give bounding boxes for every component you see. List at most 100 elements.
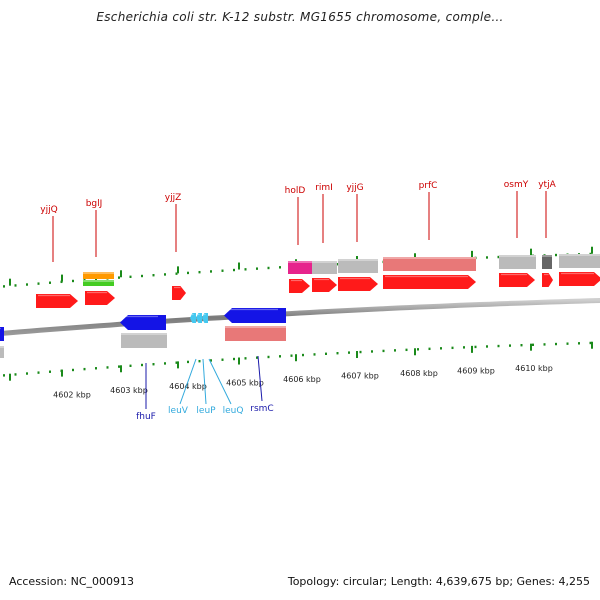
upper-tick-major <box>9 278 11 286</box>
feature-box-gray[interactable] <box>499 255 536 269</box>
lower-tick-minor <box>302 353 304 357</box>
lower-tick-minor <box>72 368 74 372</box>
lower-tick-minor <box>532 343 534 346</box>
gene-arrow-osmY[interactable] <box>499 273 535 287</box>
lower-tick-minor <box>566 342 569 345</box>
lower-tick-minor <box>83 367 86 371</box>
lower-tick-minor <box>221 358 224 361</box>
feature-box-gray[interactable] <box>121 333 167 348</box>
lower-tick-major <box>61 369 63 377</box>
trna-leuP[interactable] <box>196 313 202 323</box>
upper-tick-minor <box>72 279 74 283</box>
gene-label-ytjA[interactable]: ytjA <box>538 180 556 190</box>
trna-leuQ[interactable] <box>202 313 208 323</box>
lower-tick-minor <box>440 347 442 350</box>
lower-tick-minor <box>474 345 477 349</box>
lower-tick-minor <box>244 357 247 360</box>
gene-arrow-holD[interactable] <box>289 279 310 293</box>
kbp-label: 4604 kbp <box>169 382 207 391</box>
lower-tick-minor <box>3 374 5 377</box>
lower-tick-minor <box>382 349 385 353</box>
gene-label-rimI[interactable]: rimI <box>315 183 333 193</box>
gene-label-holD[interactable]: holD <box>285 186 306 196</box>
lower-tick-minor <box>141 363 143 367</box>
lower-tick-major <box>295 354 297 362</box>
feature-box-magenta-highlight <box>288 261 312 263</box>
gene-arrow-fhuF[interactable] <box>120 315 166 330</box>
gene-arrow-bglJ[interactable] <box>85 291 115 305</box>
lower-tick-minor <box>336 352 339 355</box>
feature-box-orange[interactable] <box>83 272 114 279</box>
gene-label-leuP[interactable]: leuP <box>196 406 216 416</box>
lower-tick-minor <box>210 359 212 362</box>
gene-label-leuV[interactable]: leuV <box>168 406 189 416</box>
upper-tick-minor <box>49 281 51 284</box>
gene-arrow-ytjA[interactable] <box>542 273 553 287</box>
feature-box-green[interactable] <box>83 280 114 286</box>
upper-tick-minor <box>175 272 178 275</box>
lower-tick-minor <box>428 347 431 351</box>
upper-tick-minor <box>210 270 212 273</box>
upper-tick-minor <box>267 266 270 270</box>
gene-label-yjjG[interactable]: yjjG <box>346 183 363 193</box>
gene-arrow-yjjG[interactable] <box>338 277 378 291</box>
lower-tick-minor <box>520 343 523 347</box>
lower-tick-minor <box>486 345 488 348</box>
lower-tick-minor <box>463 346 465 349</box>
feature-box-gray-highlight <box>312 261 337 263</box>
lower-tick-minor <box>198 359 201 363</box>
upper-tick-minor <box>244 268 247 271</box>
lower-tick-minor <box>256 356 258 359</box>
gene-label-bglJ[interactable]: bglJ <box>86 199 103 209</box>
kbp-label: 4606 kbp <box>283 375 321 384</box>
lower-tick-minor <box>555 342 557 346</box>
trna-leuV[interactable] <box>190 313 196 323</box>
feature-box-green-highlight <box>83 280 114 282</box>
feature-box-gray[interactable] <box>312 261 337 274</box>
feature-box-pale-red[interactable] <box>225 326 286 341</box>
feature-box-pale-red[interactable] <box>383 257 476 271</box>
gene-arrow-yjjZ[interactable] <box>172 286 186 300</box>
lower-tick-minor <box>417 348 419 351</box>
gene-label-osmY[interactable]: osmY <box>504 180 529 190</box>
gene-label-rsmC[interactable]: rsmC <box>250 404 273 414</box>
lower-tick-major <box>471 345 473 353</box>
gene-label-fhuF[interactable]: fhuF <box>136 412 156 422</box>
kbp-label: 4609 kbp <box>457 366 495 375</box>
gene-arrow-left-blue[interactable] <box>0 327 4 341</box>
gene-arrow-prfC[interactable] <box>383 275 476 289</box>
upper-tick-minor <box>118 276 120 279</box>
feature-box-dark-gray-highlight <box>542 255 552 257</box>
kbp-label: 4607 kbp <box>341 372 379 381</box>
gene-label-leuQ[interactable]: leuQ <box>223 406 244 416</box>
feature-box-gray[interactable] <box>559 254 600 268</box>
feature-box-gray-highlight <box>0 346 4 348</box>
gene-arrow-rsmC[interactable] <box>224 308 286 323</box>
feature-box-gray[interactable] <box>338 259 378 273</box>
gene-arrow-right[interactable] <box>559 272 600 286</box>
feature-box-gray[interactable] <box>0 346 4 358</box>
lower-tick-minor <box>371 350 373 353</box>
upper-tick-major <box>238 262 240 270</box>
chromosome-title: Escherichia coli str. K-12 substr. MG165… <box>96 10 504 24</box>
feature-box-magenta[interactable] <box>288 261 312 274</box>
upper-tick-minor <box>198 270 201 274</box>
gene-label-yjjZ[interactable]: yjjZ <box>165 193 182 203</box>
upper-tick-minor <box>497 255 500 259</box>
gene-arrow-yjjQ[interactable] <box>36 294 78 308</box>
lower-tick-major <box>591 341 593 349</box>
lower-tick-minor <box>509 344 511 347</box>
lower-tick-major <box>120 365 122 373</box>
gene-arrow-rimI[interactable] <box>312 278 337 292</box>
gene-label-yjjQ[interactable]: yjjQ <box>40 205 57 215</box>
feature-box-dark-gray[interactable] <box>542 255 552 269</box>
chromosome-backbone <box>0 297 600 337</box>
topology-text: Topology: circular; Length: 4,639,675 bp… <box>287 575 590 588</box>
lower-tick-minor <box>187 360 189 364</box>
lower-tick-major <box>530 343 532 351</box>
upper-tick-minor <box>95 278 97 281</box>
upper-tick-major <box>120 270 122 278</box>
gene-label-prfC[interactable]: prfC <box>419 181 438 191</box>
lower-tick-major <box>177 361 179 369</box>
